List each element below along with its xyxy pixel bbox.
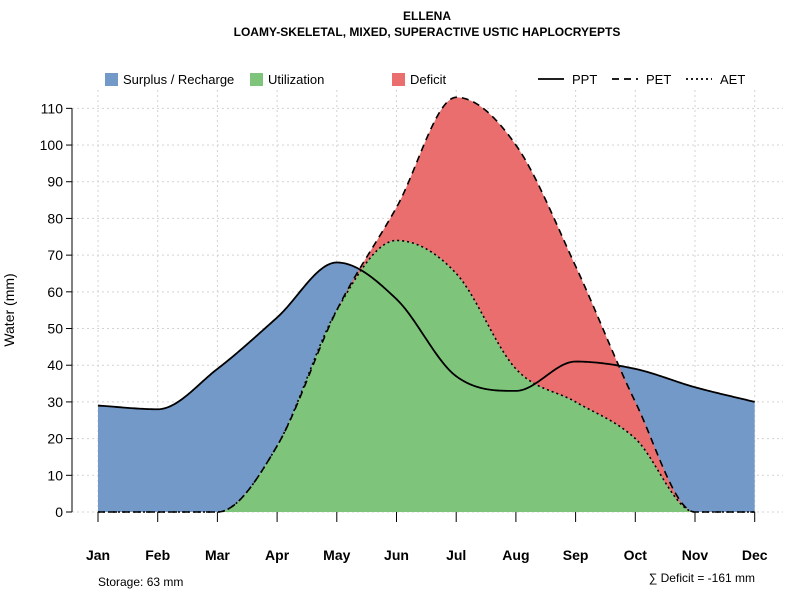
surplus-area (98, 240, 755, 512)
legend-label-aet: AET (720, 72, 745, 87)
y-axis-title: Water (mm) (1, 273, 17, 346)
chart-title: ELLENA (403, 9, 451, 23)
series-lines (97, 96, 755, 513)
deficit-annotation: ∑ Deficit = -161 mm (649, 571, 755, 585)
x-tick-label-nov: Nov (682, 547, 709, 563)
aet-line (98, 239, 755, 513)
y-tick-label-10: 10 (47, 467, 63, 483)
x-tick-label-dec: Dec (742, 547, 768, 563)
y-tick-label-20: 20 (47, 431, 63, 447)
x-tick-label-sep: Sep (563, 547, 589, 563)
area-fills (98, 97, 755, 512)
x-tick-label-oct: Oct (624, 547, 648, 563)
legend-label-deficit: Deficit (410, 72, 447, 87)
chart-subtitle: LOAMY-SKELETAL, MIXED, SUPERACTIVE USTIC… (234, 25, 621, 39)
y-tick-label-100: 100 (40, 137, 64, 153)
y-tick-label-30: 30 (47, 394, 63, 410)
y-tick-label-90: 90 (47, 174, 63, 190)
x-tick-label-jul: Jul (446, 547, 466, 563)
legend-swatch-surplus-recharge (105, 73, 118, 86)
y-tick-label-70: 70 (47, 247, 63, 263)
y-tick-label-80: 80 (47, 210, 63, 226)
x-tick-label-apr: Apr (265, 547, 290, 563)
legend-swatch-deficit (392, 73, 405, 86)
x-tick-label-mar: Mar (205, 547, 230, 563)
x-tick-label-jun: Jun (384, 547, 409, 563)
legend-label-utilization: Utilization (268, 72, 324, 87)
x-tick-label-feb: Feb (145, 547, 170, 563)
legend-label-ppt: PPT (572, 72, 597, 87)
storage-annotation: Storage: 63 mm (98, 575, 183, 589)
legend: Surplus / Recharge Utilization Deficit PPT P… (105, 72, 745, 87)
axes: 0 10 20 30 40 50 60 70 80 90 100 110 Jan Feb Mar Apr May… (40, 100, 768, 563)
y-tick-label-50: 50 (47, 321, 63, 337)
y-tick-label-110: 110 (41, 100, 64, 116)
x-tick-label-jan: Jan (86, 547, 110, 563)
legend-swatch-utilization (250, 73, 263, 86)
y-tick-label-60: 60 (47, 284, 63, 300)
y-tick-label-40: 40 (47, 357, 63, 373)
x-tick-label-may: May (323, 547, 350, 563)
deficit-area (98, 97, 755, 512)
x-tick-label-aug: Aug (502, 547, 529, 563)
legend-label-pet: PET (646, 72, 671, 87)
utilization-area (98, 240, 755, 512)
pet-line (98, 96, 755, 513)
y-tick-label-0: 0 (55, 504, 63, 520)
legend-label-surplus-recharge: Surplus / Recharge (123, 72, 234, 87)
ppt-line (97, 261, 755, 411)
